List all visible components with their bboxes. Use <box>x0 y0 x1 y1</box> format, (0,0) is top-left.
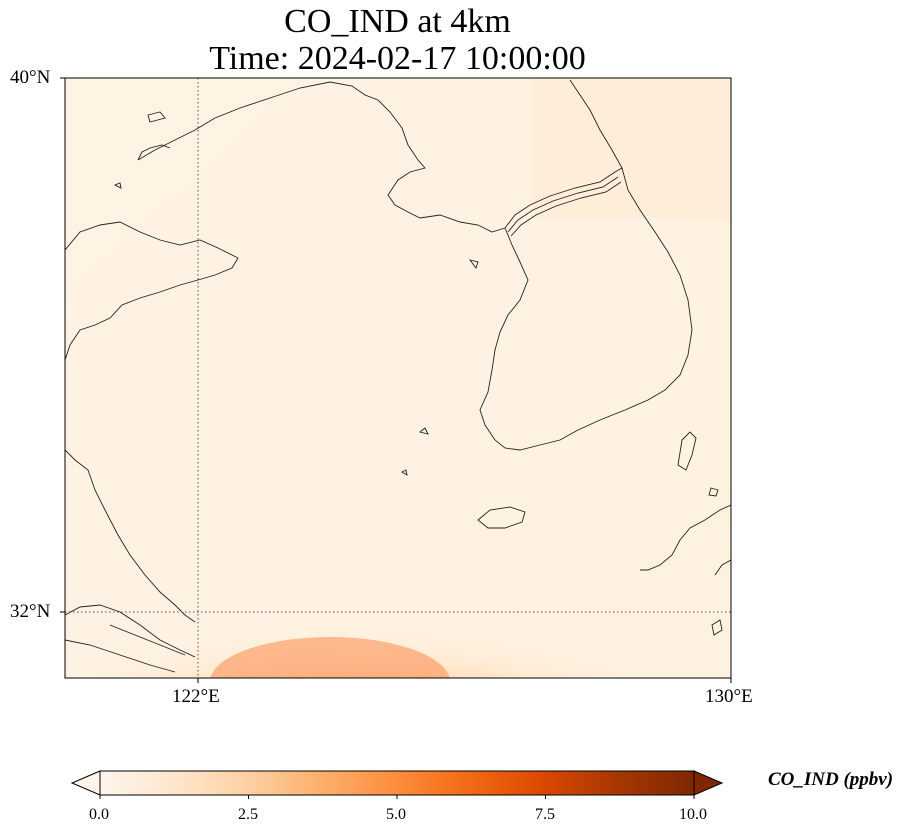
lon-tick-122e: 122°E <box>172 686 220 707</box>
jeju-island <box>477 506 526 529</box>
colorbar-title: CO_IND (ppbv) <box>768 769 894 790</box>
colorbar-extend-min <box>70 770 101 796</box>
colorbar-gradient <box>100 771 694 795</box>
lat-tick-40n: 40°N <box>10 67 51 88</box>
colorbar <box>70 770 724 799</box>
map-frame <box>64 77 732 679</box>
gridlines <box>65 78 731 678</box>
colorbar-tick-2-5: 2.5 <box>238 806 258 823</box>
lat-tick-32n: 32°N <box>10 601 51 622</box>
colorbar-tick-10: 10.0 <box>679 806 707 823</box>
concentration-field <box>65 78 731 678</box>
colorbar-tick-7-5: 7.5 <box>535 806 555 823</box>
map-title: CO_IND at 4km <box>284 3 511 40</box>
co-plume <box>71 560 649 678</box>
colorbar-tick-0: 0.0 <box>89 806 109 823</box>
colorbar-tick-5: 5.0 <box>386 806 406 823</box>
lon-tick-130e: 130°E <box>705 686 753 707</box>
coastlines <box>65 79 731 673</box>
map-subtitle-time: Time: 2024-02-17 10:00:00 <box>209 40 586 77</box>
colorbar-extend-max <box>693 770 724 796</box>
